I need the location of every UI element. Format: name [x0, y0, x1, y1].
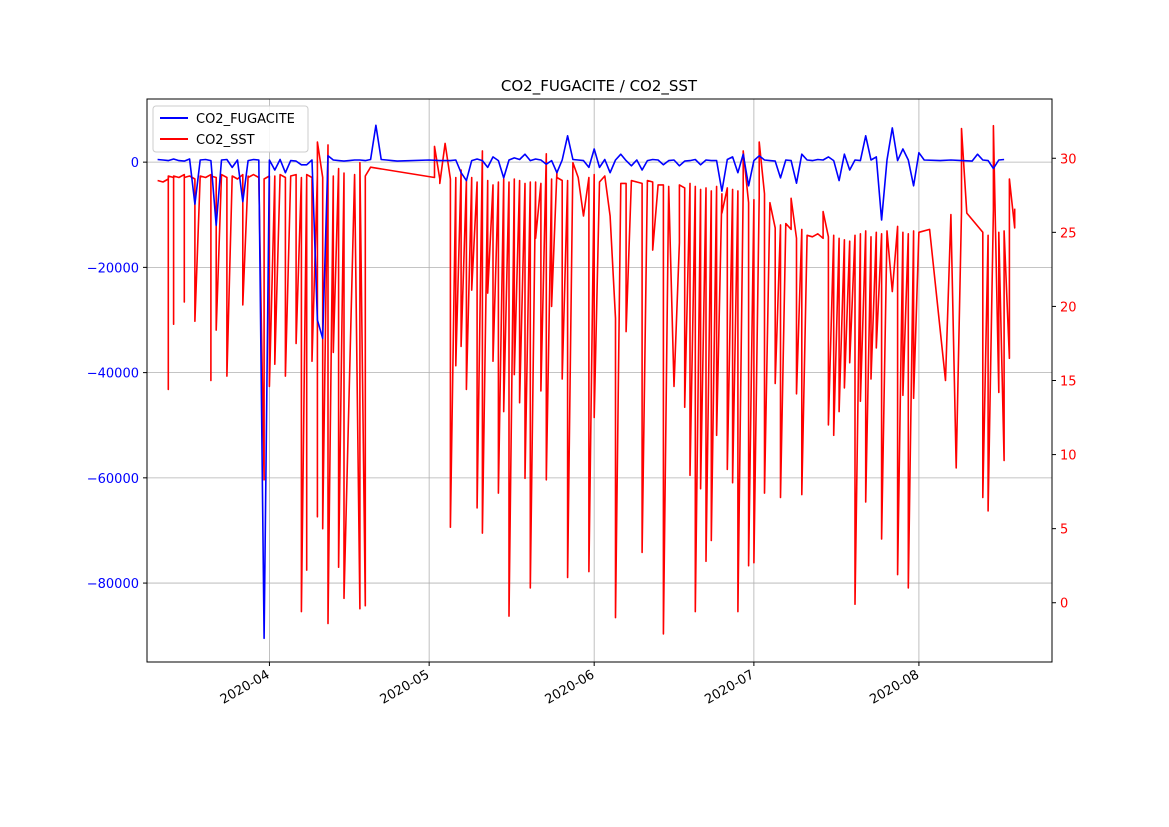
y-right-tick-label: 30: [1060, 152, 1077, 167]
y-axis-left: 0 −20000 −40000 −60000 −80000: [87, 156, 147, 592]
legend-label-co2-fugacite: CO2_FUGACITE: [196, 112, 295, 127]
y-left-tick-label: 0: [131, 156, 139, 171]
series-line-co2-sst: [157, 124, 1016, 635]
legend-box: [152, 105, 309, 153]
series-line-co2-fugacite: [157, 124, 1005, 640]
series-lines: [157, 124, 1016, 640]
y-left-tick-label: −60000: [87, 472, 139, 487]
y-right-tick-label: 10: [1060, 449, 1077, 464]
y-right-tick-label: 25: [1060, 226, 1077, 241]
y-right-tick-label: 15: [1060, 375, 1077, 390]
y-axis-right: 0 5 10 15 20 25 30: [1052, 152, 1077, 612]
y-right-tick-label: 20: [1060, 300, 1077, 315]
y-left-tick-label: −20000: [87, 261, 139, 276]
y-right-tick-label: 5: [1060, 523, 1068, 538]
y-left-tick-label: −80000: [87, 577, 139, 592]
legend-label-co2-sst: CO2_SST: [196, 133, 255, 148]
legend: CO2_FUGACITE CO2_SST: [152, 105, 309, 153]
y-right-tick-label: 0: [1060, 597, 1068, 612]
chart-title: CO2_FUGACITE / CO2_SST: [501, 77, 698, 96]
y-left-tick-label: −40000: [87, 367, 139, 382]
